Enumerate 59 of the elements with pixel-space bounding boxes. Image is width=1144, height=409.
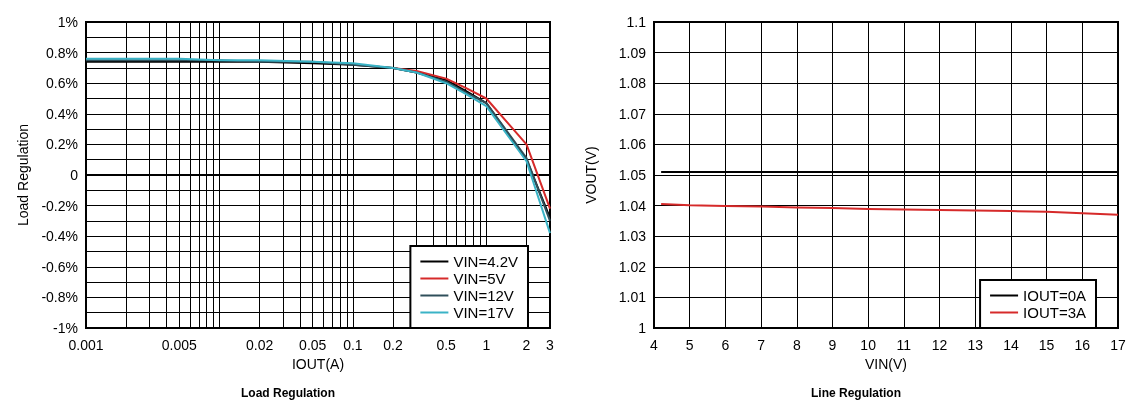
x-tick-label: 0.2: [383, 337, 403, 353]
x-tick-label: 5: [685, 337, 694, 353]
y-axis-title: Load Regulation: [15, 124, 31, 226]
x-tick-label: 2: [522, 337, 531, 353]
x-tick-label: 0.001: [68, 337, 104, 353]
x-tick-label: 13: [967, 337, 984, 353]
line-series: [660, 203, 1119, 216]
x-tick-label: 3: [546, 337, 555, 353]
y-tick-label: 0.2%: [46, 136, 78, 153]
y-tick-label: 0.6%: [46, 75, 78, 92]
y-tick-label: 1.1: [626, 14, 647, 30]
y-tick-label: -0.2%: [41, 197, 78, 214]
x-tick-label: 0.05: [299, 337, 327, 353]
x-tick-label: 14: [1003, 337, 1019, 353]
x-tick-label: 12: [931, 337, 948, 353]
x-tick-label: 0.02: [245, 337, 274, 353]
legend-label: VIN=5V: [453, 270, 506, 287]
y-tick-label: 1.07: [618, 105, 647, 122]
x-tick-label: 7: [757, 337, 766, 353]
x-tick-label: 8: [792, 337, 801, 353]
y-tick-label: 1.09: [618, 44, 647, 61]
x-tick-label: 4: [650, 337, 659, 353]
x-tick-label: 11: [896, 337, 912, 353]
x-tick-label: 15: [1038, 337, 1055, 353]
x-axis-title: IOUT(A): [291, 355, 345, 372]
x-tick-label: 0.005: [161, 337, 197, 353]
y-tick-label: 1%: [57, 14, 78, 30]
y-axis-title: VOUT(V): [583, 146, 599, 204]
y-tick-label: 1.05: [618, 167, 647, 183]
y-tick-label: 1.01: [618, 289, 647, 306]
y-tick-label: 0.8%: [46, 44, 78, 61]
y-tick-label: -0.6%: [41, 258, 78, 275]
y-tick-label: -1%: [53, 320, 78, 336]
legend-label: VIN=17V: [453, 304, 514, 321]
text: Load Regulation: [241, 386, 335, 400]
y-tick-label: 0.4%: [46, 105, 78, 122]
x-axis-title: VIN(V): [865, 355, 907, 372]
x-tick-label: 6: [721, 337, 730, 353]
legend-label: VIN=4.2V: [453, 253, 518, 270]
x-tick-label: 0.5: [436, 337, 457, 353]
x-tick-label: 16: [1074, 337, 1091, 353]
legend-label: IOUT=0A: [1023, 287, 1086, 304]
x-tick-label: 1: [482, 337, 491, 353]
legend-label: VIN=12V: [453, 287, 514, 304]
x-tick-label: 10: [860, 337, 877, 353]
y-tick-label: 1.02: [618, 258, 647, 275]
text: Line Regulation: [811, 386, 901, 400]
y-tick-label: 1: [638, 320, 647, 336]
x-tick-label: 17: [1110, 337, 1126, 353]
legend-label: IOUT=3A: [1023, 304, 1086, 321]
y-tick-label: -0.8%: [41, 289, 78, 306]
x-tick-label: 0.1: [343, 337, 363, 353]
y-tick-label: 1.04: [618, 197, 647, 214]
y-tick-label: 0: [70, 167, 79, 183]
x-tick-label: 9: [828, 337, 837, 353]
y-tick-label: 1.06: [618, 136, 647, 153]
y-tick-label: -0.4%: [41, 228, 78, 245]
y-tick-label: 1.03: [618, 228, 647, 245]
y-tick-label: 1.08: [618, 75, 647, 92]
